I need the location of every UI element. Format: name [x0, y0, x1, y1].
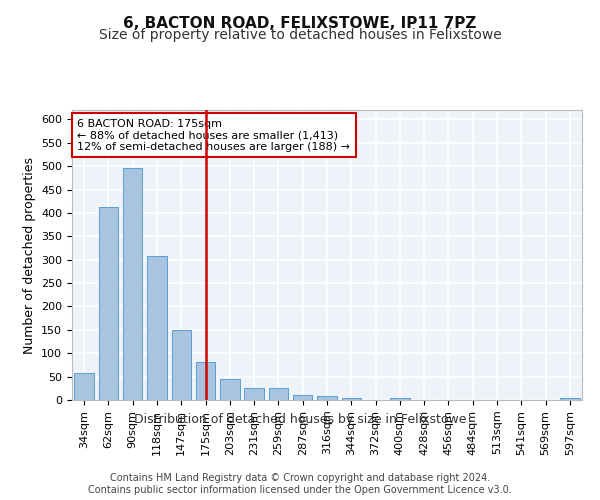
Bar — [560, 398, 580, 400]
Text: Contains HM Land Registry data © Crown copyright and database right 2024.
Contai: Contains HM Land Registry data © Crown c… — [88, 474, 512, 495]
Bar — [147, 256, 167, 400]
Bar — [341, 398, 361, 400]
Y-axis label: Number of detached properties: Number of detached properties — [23, 156, 35, 354]
Bar — [269, 388, 288, 400]
Bar — [196, 362, 215, 400]
Bar — [172, 330, 191, 400]
Text: 6, BACTON ROAD, FELIXSTOWE, IP11 7PZ: 6, BACTON ROAD, FELIXSTOWE, IP11 7PZ — [124, 16, 476, 32]
Text: 6 BACTON ROAD: 175sqm
← 88% of detached houses are smaller (1,413)
12% of semi-d: 6 BACTON ROAD: 175sqm ← 88% of detached … — [77, 118, 350, 152]
Text: Distribution of detached houses by size in Felixstowe: Distribution of detached houses by size … — [134, 412, 466, 426]
Bar — [220, 379, 239, 400]
Bar — [74, 373, 94, 400]
Bar — [317, 396, 337, 400]
Bar — [123, 168, 142, 400]
Bar — [99, 207, 118, 400]
Bar — [293, 396, 313, 400]
Text: Size of property relative to detached houses in Felixstowe: Size of property relative to detached ho… — [98, 28, 502, 42]
Bar — [244, 388, 264, 400]
Bar — [390, 398, 410, 400]
